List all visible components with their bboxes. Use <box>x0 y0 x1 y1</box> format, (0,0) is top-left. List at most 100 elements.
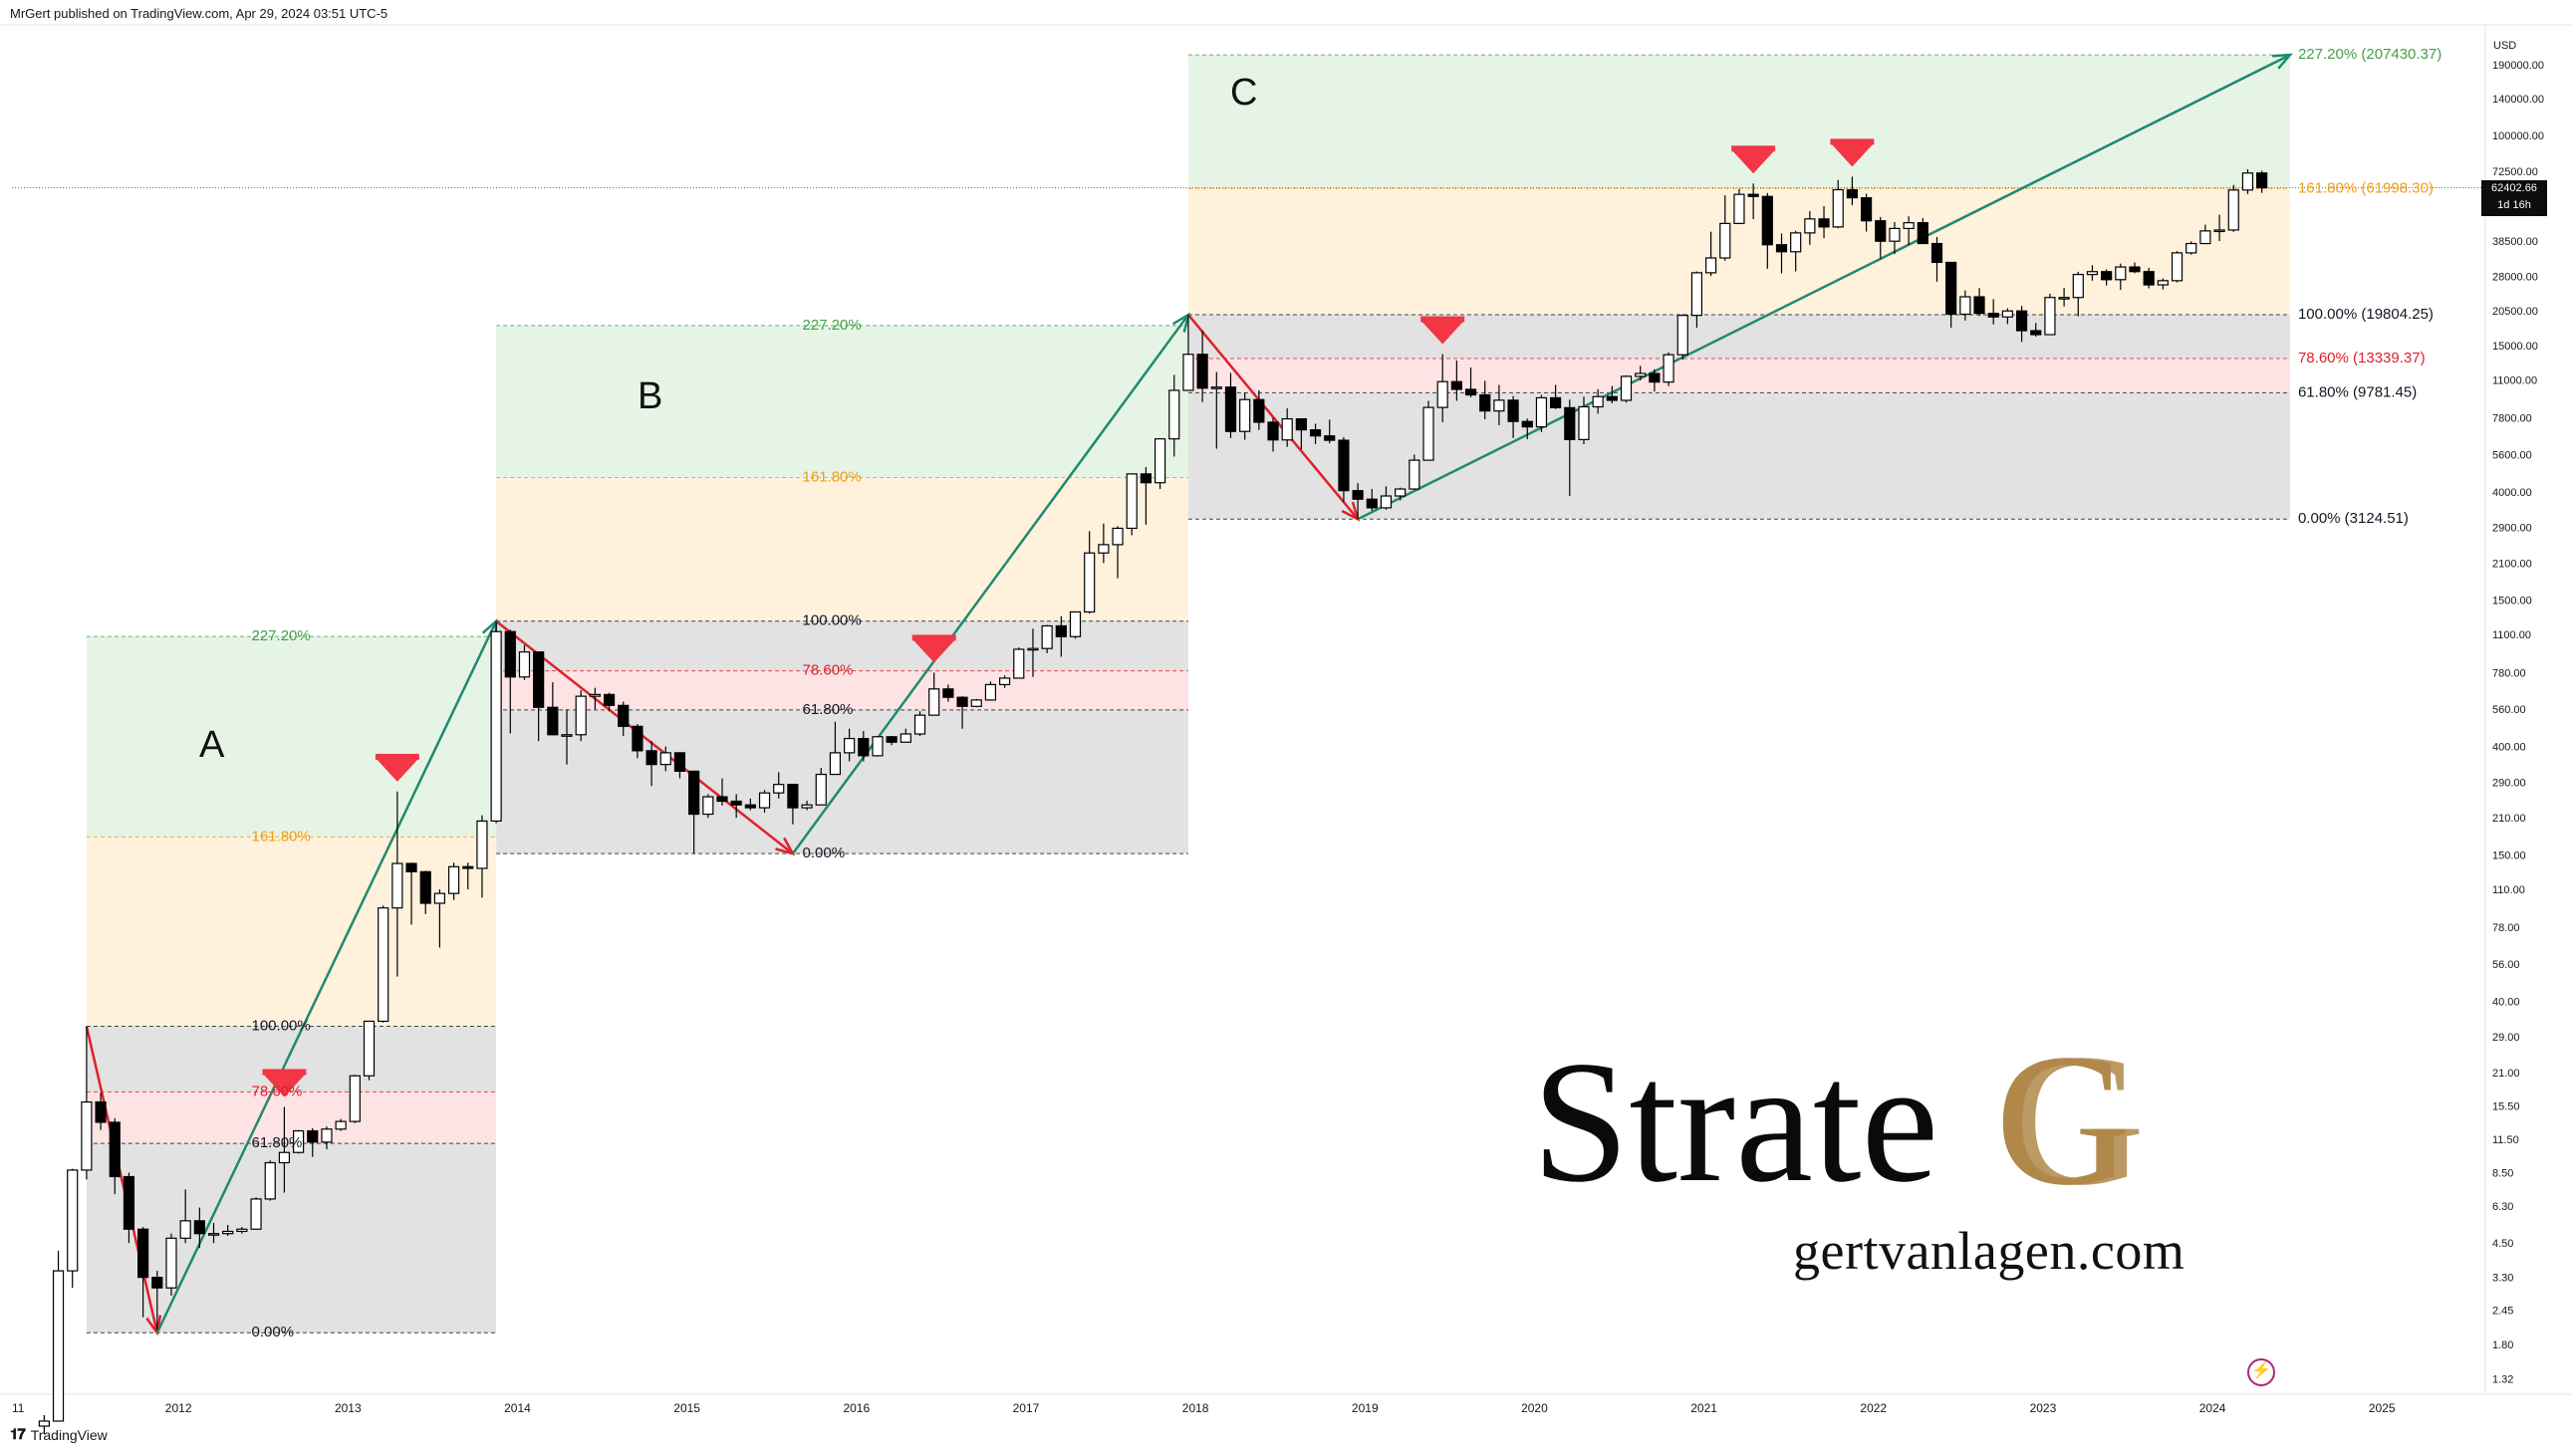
candle-body <box>278 1151 291 1164</box>
x-tick-label: 2013 <box>335 1401 362 1415</box>
candles-layer <box>38 168 2268 1435</box>
candle-body <box>123 1175 135 1230</box>
candle-body <box>1649 372 1661 383</box>
fib-level-label: 78.60% (13339.37) <box>2298 350 2426 366</box>
wave-label: B <box>638 375 662 417</box>
candle-body <box>447 865 460 894</box>
candle-body <box>1790 232 1802 253</box>
markers-layer <box>262 138 1875 1097</box>
fib-band <box>86 837 497 1027</box>
candle-body <box>1041 624 1053 649</box>
candle-body <box>659 752 671 766</box>
candle-body <box>1690 272 1703 317</box>
candle-body <box>1168 389 1180 440</box>
last-price-value: 62402.66 <box>2491 182 2537 194</box>
candle-body <box>1309 429 1322 437</box>
candle-body <box>801 804 813 809</box>
y-tick-label: 5600.00 <box>2492 449 2532 461</box>
candle-body <box>1818 218 1830 228</box>
candle-body <box>363 1020 376 1077</box>
logo-letter-shadow: G <box>2008 1026 2145 1215</box>
fib-level-label: 61.80% <box>803 701 854 718</box>
x-tick-label: 2016 <box>843 1401 870 1415</box>
arrows-layer <box>85 53 2293 1336</box>
y-tick-label: 560.00 <box>2492 704 2526 716</box>
up-arrow-head <box>1171 312 1190 333</box>
candle-body <box>589 693 601 697</box>
wave-label: A <box>199 724 225 766</box>
fib-zones-layer <box>86 54 2290 1334</box>
y-tick-label: 780.00 <box>2492 667 2526 679</box>
candle-body <box>815 773 827 806</box>
fib-level-label: 100.00% <box>803 612 862 629</box>
y-tick-label: 56.00 <box>2492 959 2520 971</box>
candle-body <box>2015 310 2028 332</box>
candle-body <box>67 1169 79 1272</box>
candle-body <box>844 737 856 754</box>
candle-body <box>942 688 954 698</box>
candle-body <box>970 699 982 707</box>
candle-body <box>476 820 488 869</box>
y-tick-label: 100000.00 <box>2492 130 2544 142</box>
y-tick-label: 150.00 <box>2492 850 2526 862</box>
candle-body <box>1875 220 1887 242</box>
y-tick-label: 210.00 <box>2492 813 2526 825</box>
candle-body <box>1917 222 1928 245</box>
candle-body <box>1352 490 1364 500</box>
fib-level-label: 161.80% <box>252 828 311 845</box>
candle-body <box>829 752 842 776</box>
fib-level-label: 100.00% (19804.25) <box>2298 306 2434 323</box>
fib-level-label: 161.80% (61998.30) <box>2298 179 2434 196</box>
flash-icon[interactable]: ⚡ <box>2247 1358 2275 1386</box>
fib-level-label: 0.00% <box>803 845 846 861</box>
candle-body <box>1592 395 1604 408</box>
candle-body <box>645 750 657 766</box>
y-tick-label: 15.50 <box>2492 1101 2520 1113</box>
fib-level-label: 227.20% <box>252 627 311 644</box>
peak-marker-icon <box>262 1073 307 1097</box>
candle-body <box>433 892 445 904</box>
candle-body <box>913 714 926 735</box>
candle-body <box>2115 266 2127 281</box>
candle-body <box>1224 386 1237 432</box>
candle-body <box>1775 244 1788 253</box>
y-tick-label: 4.50 <box>2492 1238 2513 1250</box>
candle-body <box>1239 398 1251 432</box>
y-tick-label: 8.50 <box>2492 1167 2513 1179</box>
y-tick-label: 290.00 <box>2492 777 2526 789</box>
peak-marker-icon <box>375 757 419 782</box>
y-tick-label: 1.32 <box>2492 1373 2513 1385</box>
candle-body <box>193 1220 205 1235</box>
candle-body <box>207 1233 220 1236</box>
x-tick-label: 2014 <box>504 1401 531 1415</box>
candle-body <box>1182 354 1194 391</box>
candle-body <box>1380 495 1393 509</box>
y-tick-label: 6.30 <box>2492 1201 2513 1213</box>
candle-body <box>1055 624 1067 637</box>
y-tick-label: 78.00 <box>2492 922 2520 934</box>
candle-body <box>858 737 870 757</box>
candle-body <box>1267 421 1279 441</box>
candle-body <box>1846 188 1859 199</box>
y-tick-label: 15000.00 <box>2492 341 2538 353</box>
candle-body <box>1761 195 1773 246</box>
candle-body <box>1324 435 1336 441</box>
candle-body <box>1098 544 1110 554</box>
candle-body <box>688 770 700 816</box>
candle-body <box>95 1100 107 1123</box>
footer-brand[interactable]: 𝟏𝟕 TradingView <box>10 1426 108 1443</box>
fib-level-label: 61.80% <box>252 1134 303 1151</box>
x-tick-label: 2025 <box>2369 1401 2396 1415</box>
candle-body <box>109 1121 121 1178</box>
y-tick-label: 72500.00 <box>2492 166 2538 178</box>
candle-body <box>236 1228 248 1233</box>
fib-band <box>86 1092 497 1144</box>
candle-body <box>1832 188 1844 228</box>
y-tick-label: 2.45 <box>2492 1306 2513 1318</box>
fib-band <box>1187 392 2290 520</box>
tradingview-logo-icon: 𝟏𝟕 <box>10 1426 26 1443</box>
y-tick-label: 2100.00 <box>2492 558 2532 570</box>
candle-body <box>2256 172 2268 189</box>
fib-band <box>86 636 497 838</box>
